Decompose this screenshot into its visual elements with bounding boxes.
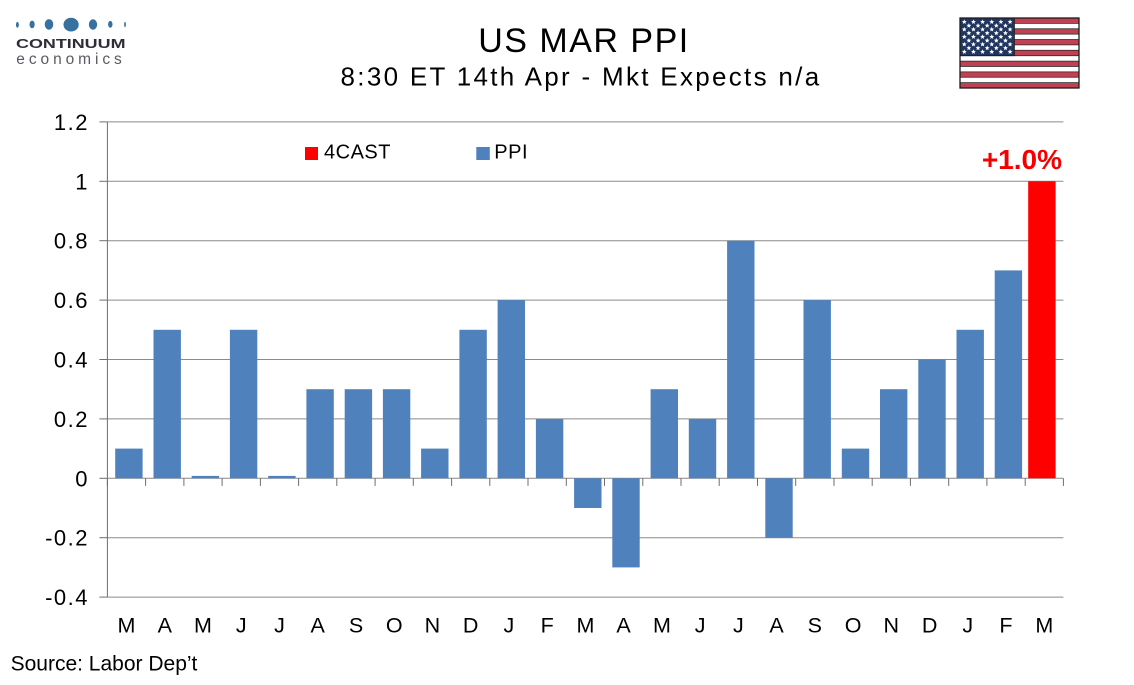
svg-text:A: A bbox=[769, 614, 784, 638]
svg-text:1.2: 1.2 bbox=[54, 110, 89, 135]
svg-text:J: J bbox=[274, 614, 285, 638]
svg-text:-0.2: -0.2 bbox=[45, 526, 89, 551]
svg-text:8:30 ET 14th Apr - Mkt Expects: 8:30 ET 14th Apr - Mkt Expects n/a bbox=[341, 62, 822, 92]
svg-text:O: O bbox=[386, 614, 403, 638]
svg-text:J: J bbox=[733, 614, 744, 638]
svg-text:CONTINUUM: CONTINUUM bbox=[16, 36, 126, 51]
svg-text:N: N bbox=[884, 614, 900, 638]
svg-text:4CAST: 4CAST bbox=[324, 142, 391, 164]
svg-text:+1.0%: +1.0% bbox=[982, 144, 1062, 175]
svg-text:M: M bbox=[194, 614, 212, 638]
svg-text:F: F bbox=[999, 614, 1012, 638]
svg-text:J: J bbox=[504, 614, 515, 638]
svg-text:S: S bbox=[349, 614, 363, 638]
svg-text:A: A bbox=[616, 614, 631, 638]
svg-text:0.8: 0.8 bbox=[54, 229, 89, 254]
svg-text:US MAR PPI: US MAR PPI bbox=[478, 22, 689, 60]
svg-text:S: S bbox=[808, 614, 822, 638]
svg-text:M: M bbox=[1035, 614, 1053, 638]
svg-text:M: M bbox=[576, 614, 594, 638]
svg-text:A: A bbox=[311, 614, 326, 638]
svg-text:J: J bbox=[695, 614, 706, 638]
svg-text:PPI: PPI bbox=[494, 142, 528, 164]
svg-text:economics: economics bbox=[16, 51, 122, 68]
svg-text:Source: Labor Dep’t: Source: Labor Dep’t bbox=[11, 653, 198, 676]
svg-text:M: M bbox=[653, 614, 671, 638]
svg-text:F: F bbox=[541, 614, 554, 638]
svg-text:N: N bbox=[425, 614, 441, 638]
svg-text:D: D bbox=[463, 614, 479, 638]
svg-text:M: M bbox=[118, 614, 136, 638]
svg-text:O: O bbox=[845, 614, 862, 638]
svg-text:J: J bbox=[236, 614, 247, 638]
svg-text:A: A bbox=[158, 614, 173, 638]
svg-text:1: 1 bbox=[75, 169, 89, 194]
svg-text:-0.4: -0.4 bbox=[45, 585, 89, 610]
svg-text:D: D bbox=[922, 614, 938, 638]
svg-text:0: 0 bbox=[75, 466, 89, 491]
svg-text:J: J bbox=[962, 614, 973, 638]
svg-text:0.6: 0.6 bbox=[54, 288, 89, 313]
svg-text:0.2: 0.2 bbox=[54, 407, 89, 432]
svg-text:0.4: 0.4 bbox=[54, 348, 89, 373]
